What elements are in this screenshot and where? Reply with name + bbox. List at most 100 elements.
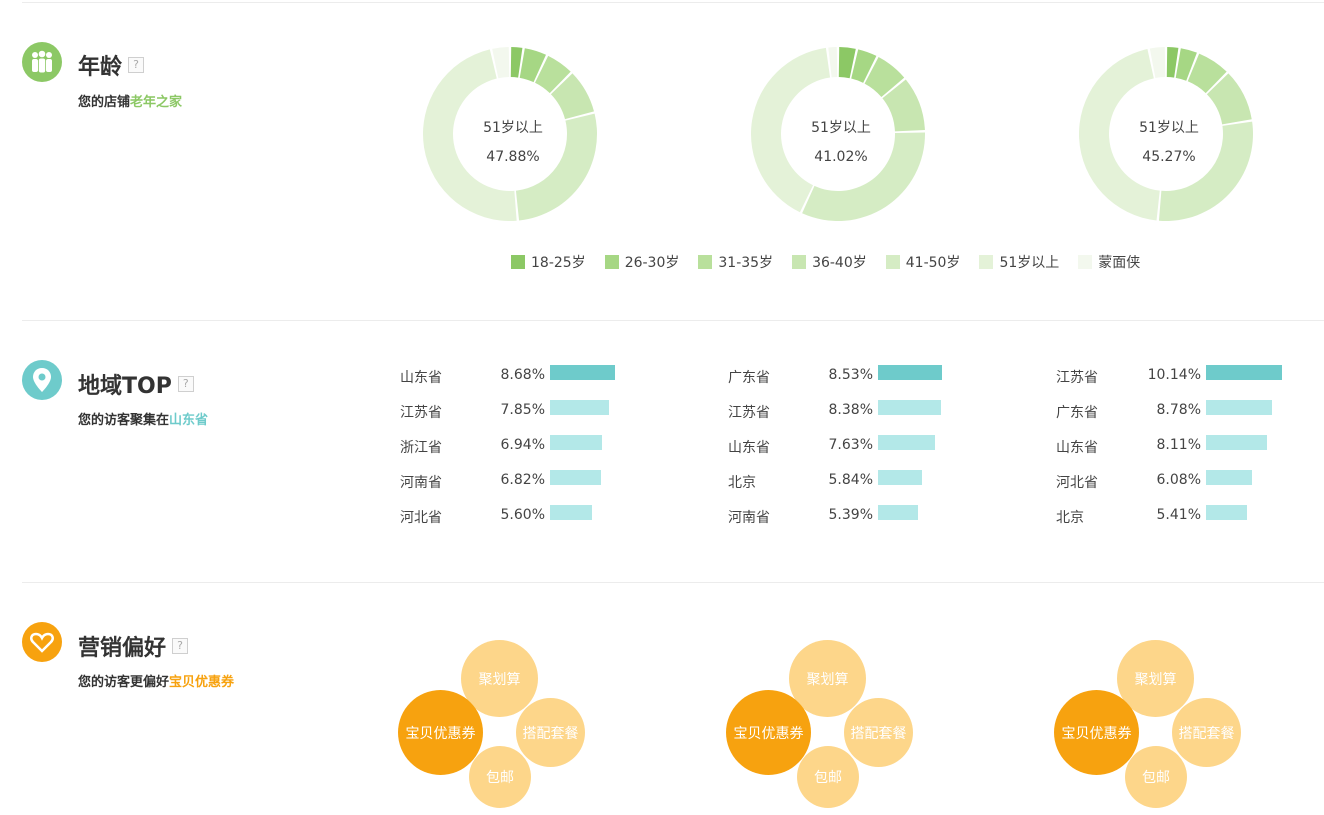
region-row: 河南省 5.39% xyxy=(728,504,1028,539)
region-name: 广东省 xyxy=(1056,405,1098,421)
region-bar xyxy=(878,400,941,415)
region-name: 山东省 xyxy=(1056,440,1098,456)
legend-swatch xyxy=(698,255,713,269)
region-bar xyxy=(1206,505,1247,520)
region-row: 广东省 8.78% xyxy=(1056,399,1324,434)
bubble-item-coupon[interactable]: 宝贝优惠券 xyxy=(398,690,483,775)
bubble-combo-package[interactable]: 搭配套餐 xyxy=(516,698,585,767)
legend-swatch xyxy=(792,255,807,269)
donut-slice[interactable] xyxy=(1175,48,1197,81)
region-name: 北京 xyxy=(728,475,756,491)
legend-item[interactable]: 18-25岁 xyxy=(511,252,586,272)
donut-center-label: 51岁以上 47.88% xyxy=(453,117,573,165)
donut-slice[interactable] xyxy=(802,132,925,222)
donut-slice[interactable] xyxy=(1187,53,1227,94)
donut-slice[interactable] xyxy=(535,55,571,94)
legend-swatch xyxy=(1078,255,1093,269)
donut-slice[interactable] xyxy=(1166,47,1179,78)
region-row: 河南省 6.82% xyxy=(400,469,700,504)
region-percent: 6.08% xyxy=(1156,472,1201,488)
region-name: 河南省 xyxy=(400,475,442,491)
region-bar xyxy=(878,365,942,380)
bubble-combo-package[interactable]: 搭配套餐 xyxy=(1172,698,1241,767)
region-percent: 5.60% xyxy=(500,507,545,523)
region-row: 江苏省 8.38% xyxy=(728,399,1028,434)
region-bar xyxy=(1206,470,1252,485)
region-row: 浙江省 6.94% xyxy=(400,434,700,469)
help-icon[interactable]: ? xyxy=(177,376,194,392)
donut-center-value: 41.02% xyxy=(814,149,868,165)
region-column: 广东省 8.53% 江苏省 8.38% 山东省 7.63% 北京 5.84% 河南省 5.39% xyxy=(728,364,1028,539)
region-row: 河北省 5.60% xyxy=(400,504,700,539)
bubble-juhuasuan[interactable]: 聚划算 xyxy=(1117,640,1194,717)
donut-slice[interactable] xyxy=(1149,47,1166,78)
bubble-juhuasuan[interactable]: 聚划算 xyxy=(461,640,538,717)
region-percent: 8.38% xyxy=(828,402,873,418)
help-icon[interactable]: ? xyxy=(128,57,145,73)
legend-label: 36-40岁 xyxy=(812,255,867,271)
help-icon[interactable]: ? xyxy=(172,638,189,654)
region-bar xyxy=(550,505,592,520)
region-row: 山东省 8.68% xyxy=(400,364,700,399)
region-name: 山东省 xyxy=(400,370,442,386)
donut-slice[interactable] xyxy=(851,49,877,83)
donut-slice[interactable] xyxy=(828,47,838,78)
age-legend: 18-25岁 26-30岁 31-35岁 36-40岁 41-50岁 51岁以上 蒙面侠 xyxy=(511,252,1159,272)
region-percent: 8.53% xyxy=(828,367,873,383)
divider xyxy=(22,2,1324,3)
bubble-free-shipping[interactable]: 包邮 xyxy=(797,746,859,808)
donut-slice[interactable] xyxy=(515,113,597,221)
donut-slice[interactable] xyxy=(550,73,594,120)
region-name: 北京 xyxy=(1056,510,1084,526)
legend-item[interactable]: 31-35岁 xyxy=(698,252,773,272)
bubble-combo-package[interactable]: 搭配套餐 xyxy=(844,698,913,767)
region-name: 山东省 xyxy=(728,440,770,456)
donut-slice[interactable] xyxy=(751,47,831,213)
region-row: 江苏省 7.85% xyxy=(400,399,700,434)
region-bar xyxy=(1206,435,1267,450)
donut-slice[interactable] xyxy=(1158,121,1253,221)
divider xyxy=(22,582,1324,583)
donut-center-category: 51岁以上 xyxy=(483,120,543,136)
legend-label: 26-30岁 xyxy=(624,255,680,271)
bubble-free-shipping[interactable]: 包邮 xyxy=(1125,746,1187,808)
donut-slice[interactable] xyxy=(510,47,523,78)
donut-slice[interactable] xyxy=(1079,49,1160,221)
people-icon xyxy=(22,42,62,82)
region-bar xyxy=(878,470,922,485)
region-bar xyxy=(1206,365,1282,380)
legend-item[interactable]: 蒙面侠 xyxy=(1078,252,1140,272)
legend-label: 51岁以上 xyxy=(999,255,1060,271)
region-name: 江苏省 xyxy=(728,405,770,421)
region-percent: 6.82% xyxy=(500,472,545,488)
legend-label: 31-35岁 xyxy=(718,255,774,271)
donut-slice[interactable] xyxy=(423,49,517,221)
region-percent: 7.85% xyxy=(500,402,545,418)
divider xyxy=(22,320,1324,321)
region-row: 广东省 8.53% xyxy=(728,364,1028,399)
donut-slice[interactable] xyxy=(519,48,546,83)
legend-item[interactable]: 36-40岁 xyxy=(792,252,867,272)
donut-center-category: 51岁以上 xyxy=(811,120,871,136)
marketing-highlight: 宝贝优惠券 xyxy=(169,675,235,690)
bubble-item-coupon[interactable]: 宝贝优惠券 xyxy=(726,690,811,775)
legend-swatch xyxy=(604,255,619,269)
bubble-juhuasuan[interactable]: 聚划算 xyxy=(789,640,866,717)
legend-item[interactable]: 51岁以上 xyxy=(979,252,1059,272)
region-column: 山东省 8.68% 江苏省 7.85% 浙江省 6.94% 河南省 6.82% 河北省 5.60% xyxy=(400,364,700,539)
region-percent: 7.63% xyxy=(828,437,873,453)
legend-item[interactable]: 26-30岁 xyxy=(604,252,680,272)
region-percent: 10.14% xyxy=(1147,367,1201,383)
donut-slice[interactable] xyxy=(492,47,510,79)
region-bar xyxy=(878,435,935,450)
donut-slice[interactable] xyxy=(882,79,925,132)
donut-slice[interactable] xyxy=(864,57,905,98)
donut-slice[interactable] xyxy=(838,47,856,79)
age-highlight: 老年之家 xyxy=(130,95,183,110)
bubble-free-shipping[interactable]: 包邮 xyxy=(469,746,531,808)
legend-item[interactable]: 41-50岁 xyxy=(885,252,960,272)
bubble-item-coupon[interactable]: 宝贝优惠券 xyxy=(1054,690,1139,775)
region-row: 北京 5.41% xyxy=(1056,504,1324,539)
donut-slice[interactable] xyxy=(1206,73,1252,125)
legend-swatch xyxy=(511,255,525,269)
